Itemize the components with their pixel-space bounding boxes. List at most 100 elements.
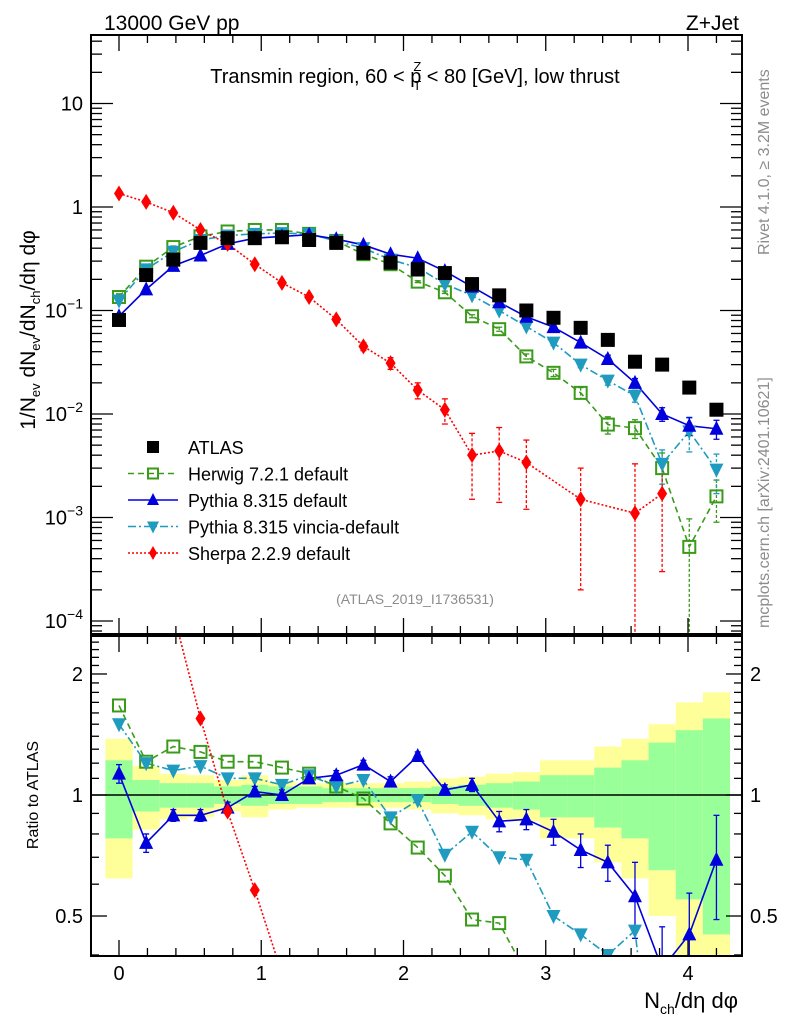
marker-triangle-up	[465, 776, 480, 791]
legend-label: Herwig 7.2.1 default	[188, 465, 348, 485]
marker-diamond	[168, 605, 178, 621]
marker-triangle-up	[410, 250, 425, 265]
marker-open-square	[166, 739, 181, 754]
marker-open-square	[465, 912, 480, 927]
analysis-id: (ATLAS_2019_I1736531)	[336, 591, 494, 607]
marker-open-square	[220, 754, 235, 769]
y-tick-label: 10−1	[45, 296, 83, 323]
marker-open-square	[520, 967, 532, 979]
ratio-y-axis-label: Ratio to ATLAS	[25, 741, 42, 849]
marker-triangle-up	[492, 813, 507, 828]
marker-diamond	[304, 1016, 314, 1024]
marker-triangle-down	[147, 521, 159, 534]
marker-triangle-up	[329, 767, 344, 782]
marker-triangle-down	[627, 924, 642, 939]
band-inner	[675, 730, 703, 900]
marker-square	[383, 255, 398, 270]
y-tick-label: 1	[72, 197, 83, 219]
marker-square	[437, 266, 452, 281]
marker-open-square	[492, 322, 507, 337]
marker-triangle-up	[627, 888, 642, 903]
marker-triangle-up	[302, 770, 317, 785]
marker-square	[166, 252, 181, 267]
marker-diamond	[521, 454, 532, 471]
marker-square	[655, 357, 670, 372]
legend-entry-1: Herwig 7.2.1 default	[128, 465, 348, 485]
marker-open-square	[548, 1005, 560, 1017]
series-lines	[116, 191, 720, 956]
axes	[90, 34, 743, 957]
x-tick-label: 3	[540, 963, 551, 985]
marker-triangle-down	[655, 457, 670, 472]
marker-square	[519, 303, 534, 318]
marker-triangle-up	[139, 281, 154, 296]
band-inner	[594, 767, 622, 828]
ratio-line-4	[178, 636, 278, 956]
y-axis-label: 1/Nev dNev/dNch/dη dφ	[17, 230, 43, 430]
marker-triangle-down	[465, 825, 480, 840]
y-tick-label: 10−4	[45, 606, 83, 633]
marker-square	[410, 262, 425, 277]
marker-triangle-up	[274, 787, 289, 801]
chart-title: Transmin region, 60 < pZ T < 80 [GeV], lo…	[210, 59, 620, 93]
marker-square	[112, 312, 126, 327]
marker-triangle-up	[546, 319, 561, 334]
ratio-y-tick-label-left: 2	[72, 664, 83, 686]
ratio-marker-group	[168, 605, 314, 1024]
legend-entry-4: Sherpa 2.2.9 default	[128, 544, 350, 564]
marker-triangle-up	[600, 350, 615, 365]
ratio-plot-frame	[90, 635, 743, 957]
band-inner	[539, 775, 568, 818]
marker-triangle-down	[519, 853, 534, 868]
marker-triangle-up	[682, 417, 697, 432]
marker-triangle-down	[465, 289, 480, 304]
main-plot-frame	[90, 34, 743, 635]
marker-diamond	[195, 221, 206, 238]
legend-entry-2: Pythia 8.315 default	[128, 491, 347, 511]
marker-triangle-down	[573, 358, 588, 373]
marker-square	[356, 245, 371, 260]
marker-open-square	[709, 489, 724, 504]
marker-diamond	[385, 355, 396, 372]
marker-triangle-down	[627, 389, 642, 404]
marker-triangle-down	[573, 928, 588, 943]
marker-diamond	[149, 546, 157, 560]
axis-labels: 0 1 2 3 4 10 1 10−1 10−2 10−3 10−4 2 2 1 1 0.5 0.5	[45, 94, 778, 986]
marker-triangle-up	[519, 811, 534, 826]
marker-triangle-up	[709, 851, 724, 866]
marker-open-square	[465, 309, 480, 324]
legend-entry-3: Pythia 8.315 vincia-default	[128, 518, 399, 538]
marker-diamond	[277, 965, 287, 981]
marker-diamond	[439, 401, 450, 418]
marker-triangle-down	[546, 336, 561, 351]
marker-triangle-down	[274, 778, 289, 793]
ratio-y-tick-label-right: 0.5	[750, 906, 778, 928]
x-tick-label: 2	[398, 963, 409, 985]
marker-square	[274, 230, 289, 245]
marker-open-square	[437, 868, 452, 883]
ratio-marker-group	[112, 748, 724, 941]
marker-open-square	[573, 385, 588, 400]
marker-triangle-down	[112, 294, 126, 309]
marker-triangle-down	[112, 718, 126, 733]
marker-diamond	[249, 882, 260, 899]
marker-diamond	[276, 274, 287, 291]
marker-triangle-down	[437, 848, 452, 863]
marker-triangle-up	[410, 748, 425, 763]
marker-open-square	[356, 791, 371, 806]
ratio-y-tick-label-right: 2	[750, 664, 761, 686]
title-main: Transmin region, 60 < p	[210, 66, 421, 88]
marker-square	[600, 332, 615, 347]
series-markers	[112, 185, 724, 1024]
marker-diamond	[168, 204, 179, 221]
marker-triangle-up	[600, 854, 615, 869]
title-sub: T	[413, 78, 421, 93]
marker-triangle-down	[709, 463, 724, 478]
ratio-y-tick-label-right: 1	[750, 785, 761, 807]
marker-triangle-down	[600, 374, 615, 389]
marker-square	[247, 231, 262, 246]
marker-triangle-up	[356, 756, 371, 771]
marker-open-square	[112, 698, 126, 713]
marker-triangle-down	[166, 764, 181, 779]
marker-triangle-up	[682, 926, 697, 941]
